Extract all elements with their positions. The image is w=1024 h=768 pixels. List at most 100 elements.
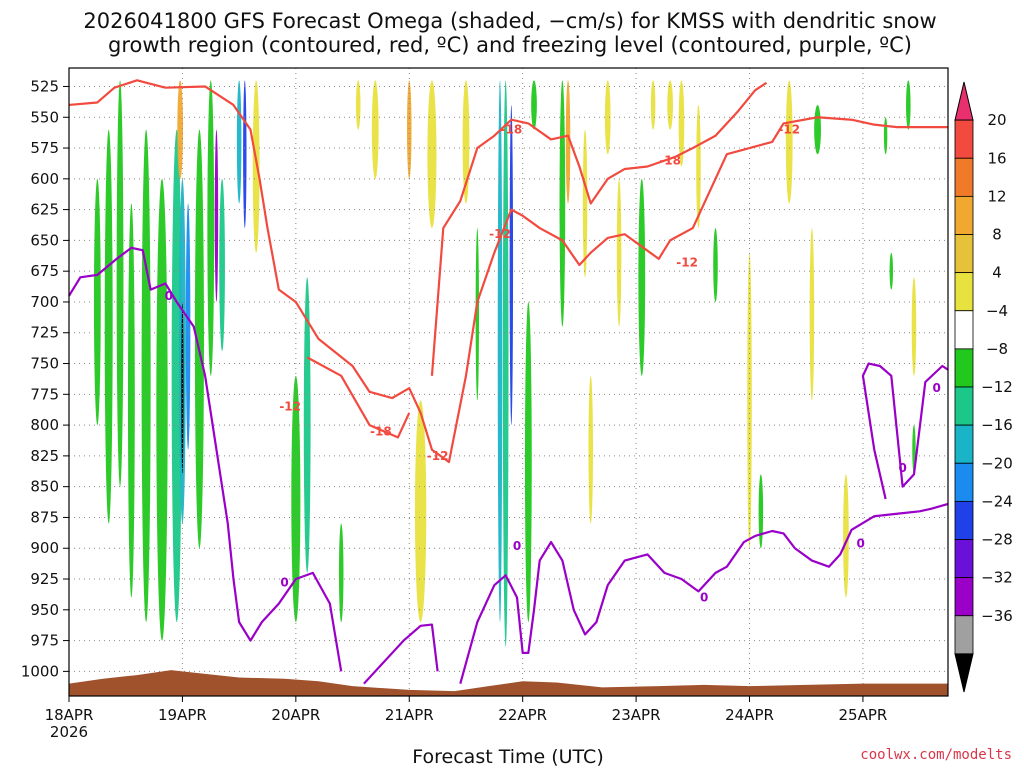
y-tick-label: 575 bbox=[30, 139, 59, 157]
y-tick-label: 625 bbox=[30, 201, 59, 219]
omega-blob-41 bbox=[667, 80, 673, 130]
y-tick-label: 775 bbox=[30, 385, 59, 403]
omega-blob-31 bbox=[524, 301, 532, 623]
omega-blob-29 bbox=[502, 80, 509, 647]
omega-blob-53 bbox=[906, 80, 911, 130]
colorbar-label: −32 bbox=[981, 569, 1013, 587]
omega-blob-5 bbox=[156, 178, 168, 641]
y-tick-label: 750 bbox=[30, 355, 59, 373]
terrain-fill bbox=[69, 670, 948, 696]
y-tick-label: 525 bbox=[30, 77, 59, 95]
omega-blob-15 bbox=[236, 80, 242, 204]
omega-blob-20 bbox=[338, 523, 344, 623]
omega-blob-6 bbox=[171, 129, 182, 623]
x-tick-label: 22APR bbox=[498, 706, 547, 724]
omega-blob-11 bbox=[194, 129, 204, 549]
colorbar-swatch bbox=[954, 348, 974, 388]
y-tick-label: 675 bbox=[30, 262, 59, 280]
y-tick-label: 975 bbox=[30, 632, 59, 650]
colorbar-swatch bbox=[954, 310, 974, 350]
x-tick-label: 24APR bbox=[725, 706, 774, 724]
omega-blob-23 bbox=[414, 400, 427, 623]
omega-blob-49 bbox=[809, 228, 815, 401]
omega-blob-24 bbox=[406, 80, 412, 179]
colorbar-swatch bbox=[954, 234, 974, 274]
colorbar-label: −28 bbox=[981, 531, 1013, 549]
colorbar: 20 16 12 8 4 −4 −8 −12 −16 −20 −24 −28 −32 −36 bbox=[954, 81, 1013, 693]
terrain-area bbox=[69, 670, 948, 696]
chart-title-line2: growth region (contoured, red, ºC) and f… bbox=[108, 33, 912, 57]
y-tick-label: 875 bbox=[30, 508, 59, 526]
freezing-label: 0 bbox=[513, 539, 521, 553]
omega-blob-42 bbox=[678, 80, 685, 167]
omega-blob-10 bbox=[177, 80, 183, 179]
y-tick-label: 700 bbox=[30, 293, 59, 311]
omega-blob-51 bbox=[883, 117, 888, 155]
omega-blob-22 bbox=[371, 80, 379, 179]
colorbar-swatch bbox=[954, 272, 974, 312]
plot-frame bbox=[68, 67, 949, 697]
freezing-label: 0 bbox=[898, 461, 906, 475]
colorbar-swatch bbox=[954, 195, 974, 235]
dgz-label: -12 bbox=[676, 256, 698, 270]
omega-blob-17 bbox=[252, 80, 260, 253]
omega-blob-37 bbox=[604, 80, 611, 155]
dgz-label: -12 bbox=[489, 227, 511, 241]
omega-blob-40 bbox=[650, 80, 656, 130]
freezing-line-0-right bbox=[459, 502, 949, 684]
colorbar-label: 16 bbox=[987, 149, 1006, 167]
dgz-line--18-lower bbox=[306, 356, 411, 439]
freezing-label: 0 bbox=[280, 576, 288, 590]
colorbar-swatch bbox=[954, 462, 974, 502]
dgz-label: -12 bbox=[279, 400, 301, 414]
y-tick-label: 850 bbox=[30, 478, 59, 496]
freezing-line-0-left bbox=[68, 246, 343, 672]
dgz-label: -18 bbox=[659, 153, 681, 167]
colorbar-label: −16 bbox=[981, 416, 1013, 434]
y-tick-label: 650 bbox=[30, 231, 59, 249]
colorbar-label: 12 bbox=[987, 187, 1006, 205]
colorbar-swatch bbox=[954, 539, 974, 579]
omega-blob-48 bbox=[814, 104, 821, 155]
x-tick-label: 21APR bbox=[385, 706, 434, 724]
omega-blob-1 bbox=[104, 129, 113, 524]
omega-blob-36 bbox=[588, 375, 593, 524]
colorbar-top-arrow bbox=[954, 81, 974, 121]
freezing-label: 0 bbox=[856, 536, 864, 550]
x-tick-label: 18APR bbox=[45, 706, 94, 724]
y-tick-label: 725 bbox=[30, 324, 59, 342]
omega-blob-13 bbox=[214, 129, 219, 302]
colorbar-swatch bbox=[954, 157, 974, 197]
x-axis-ticks: 18APR 19APR 20APR 21APR 22APR 23APR 24APR 25APR bbox=[45, 696, 888, 724]
omega-blob-27 bbox=[475, 228, 480, 401]
omega-blob-44 bbox=[713, 228, 718, 302]
colorbar-label: 8 bbox=[992, 226, 1002, 244]
dgz-label: -18 bbox=[500, 123, 522, 137]
colorbar-label: 20 bbox=[987, 111, 1006, 129]
colorbar-swatch bbox=[954, 119, 974, 159]
omega-blob-19 bbox=[303, 277, 311, 573]
omega-blob-35 bbox=[582, 129, 588, 278]
dgz-label: -12 bbox=[427, 449, 449, 463]
colorbar-swatch bbox=[954, 386, 974, 426]
dgz-label: -12 bbox=[778, 123, 800, 137]
colorbar-label: −36 bbox=[981, 607, 1013, 625]
y-tick-label: 925 bbox=[30, 570, 59, 588]
colorbar-label: −4 bbox=[986, 302, 1008, 320]
colorbar-bottom-arrow bbox=[954, 653, 974, 693]
dgz-line--18 bbox=[430, 81, 768, 376]
freezing-line-0-mid bbox=[363, 623, 439, 685]
omega-blob-54 bbox=[911, 277, 917, 376]
omega-blob-8 bbox=[185, 203, 191, 450]
y-tick-label: 825 bbox=[30, 447, 59, 465]
dgz-line--12 bbox=[68, 79, 948, 464]
omega-blob-28 bbox=[497, 80, 503, 623]
omega-blob-39 bbox=[638, 178, 646, 376]
x-tick-label: 20APR bbox=[271, 706, 320, 724]
colorbar-swatch bbox=[954, 577, 974, 617]
y-tick-label: 900 bbox=[30, 539, 59, 557]
omega-blob-46 bbox=[758, 474, 764, 549]
x-tick-label: 25APR bbox=[839, 706, 888, 724]
omega-blob-50 bbox=[843, 474, 849, 598]
